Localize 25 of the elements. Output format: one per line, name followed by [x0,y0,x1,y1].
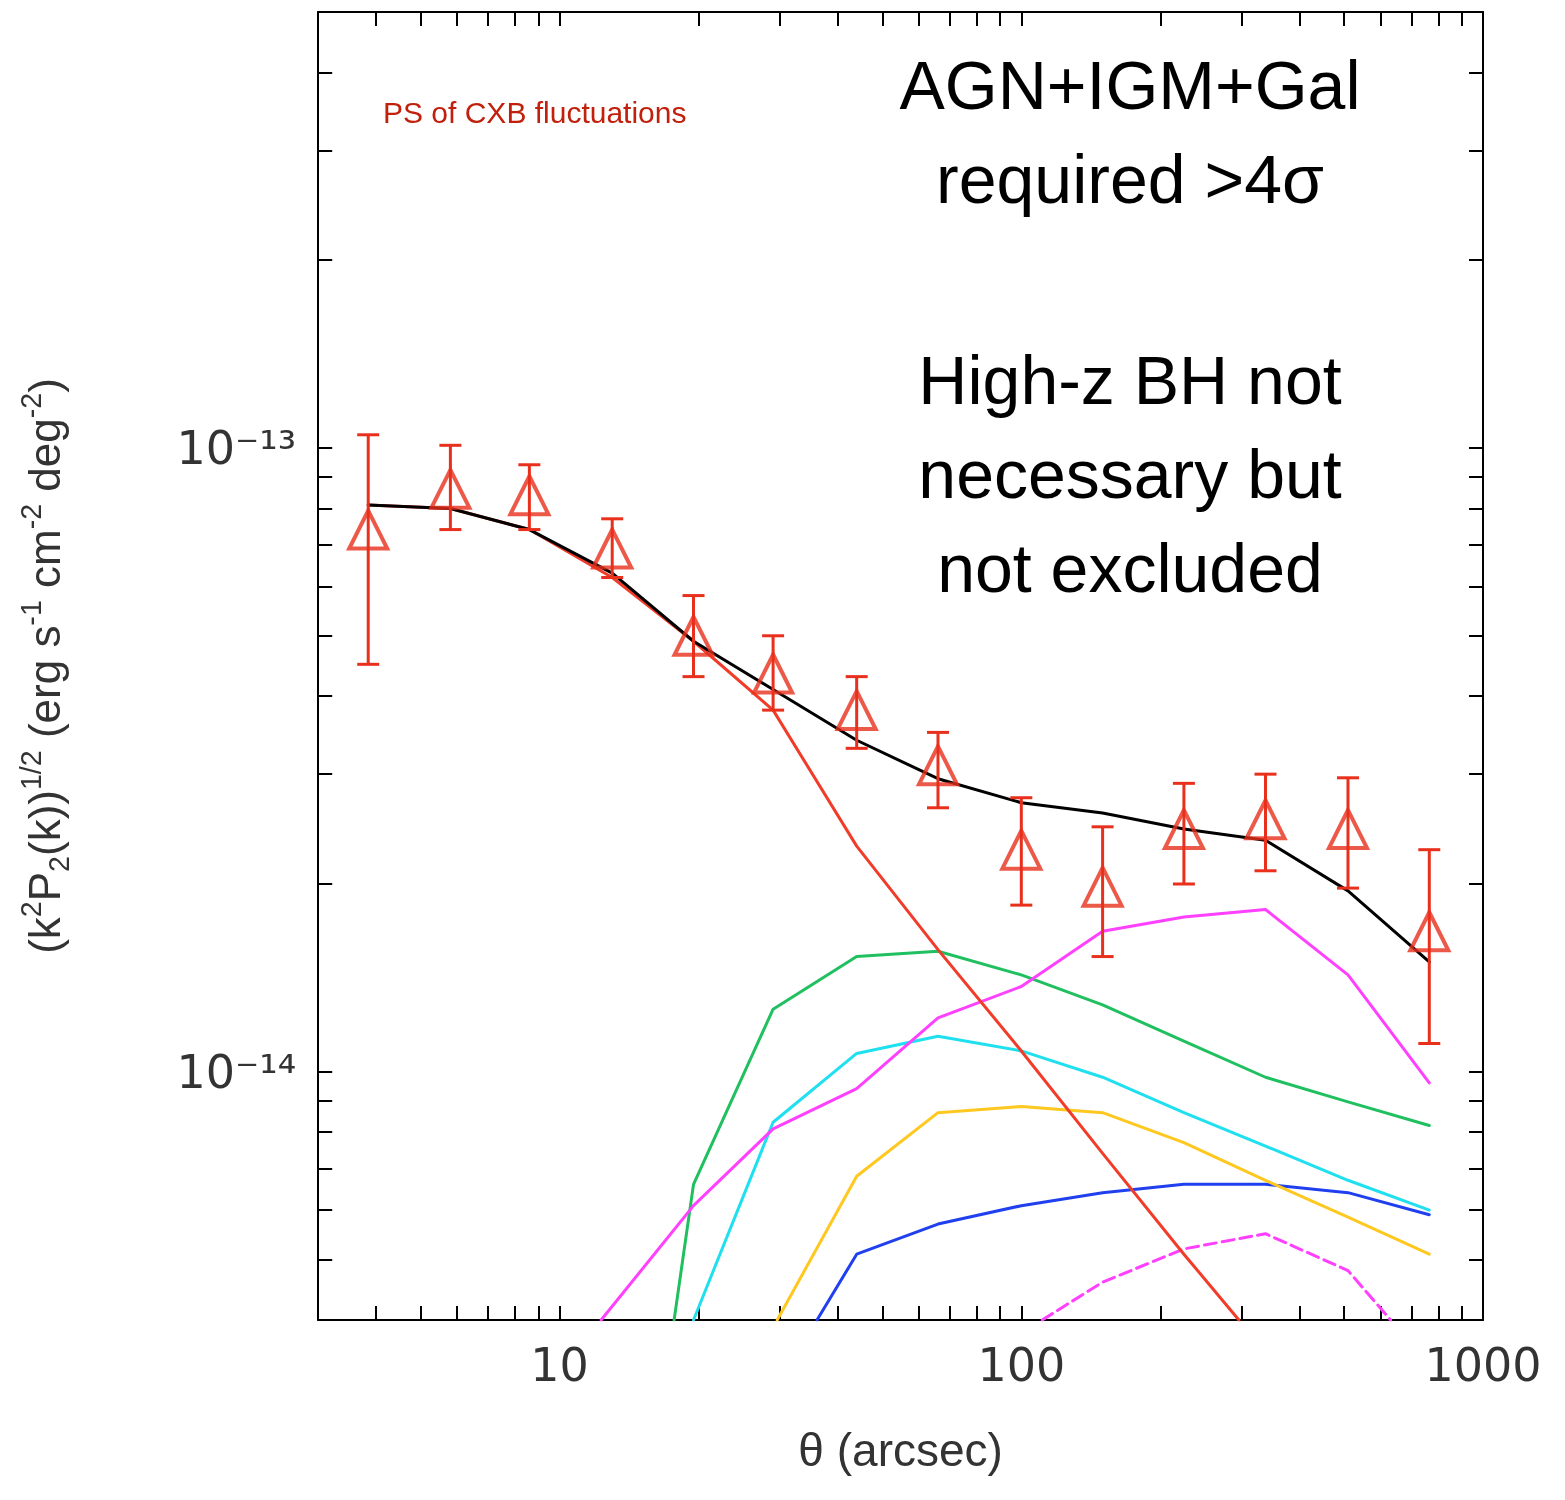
point [429,467,472,510]
point [672,614,715,657]
annotation: PS of CXB fluctuations [383,95,687,129]
line-series [775,1104,1431,1322]
line-series [692,1034,1431,1322]
y-tick-label: 10⁻¹³ [176,421,297,475]
point [591,527,634,570]
y-tick-label: 10⁻¹⁴ [176,1044,297,1099]
point [1408,910,1451,953]
point [347,508,390,551]
point [1326,808,1369,851]
point [1244,798,1287,841]
x-tick-label: 100 [977,1338,1066,1392]
annotation: High-z BH not necessary but not excluded [918,342,1342,606]
annotation: AGN+IGM+Gal required >4σ [899,47,1361,217]
x-axis-title: θ (arcsec) [798,1423,1003,1476]
point [1000,828,1043,871]
point [916,744,959,787]
point [1162,808,1205,851]
point [508,474,551,517]
x-tick-label: 1000 [1424,1338,1542,1392]
point [835,689,878,732]
text: (k2P2(k))1/2 (erg s-1 cm-2 deg-2) [14,378,75,954]
x-tick-label: 10 [530,1338,589,1392]
point [1081,865,1124,908]
